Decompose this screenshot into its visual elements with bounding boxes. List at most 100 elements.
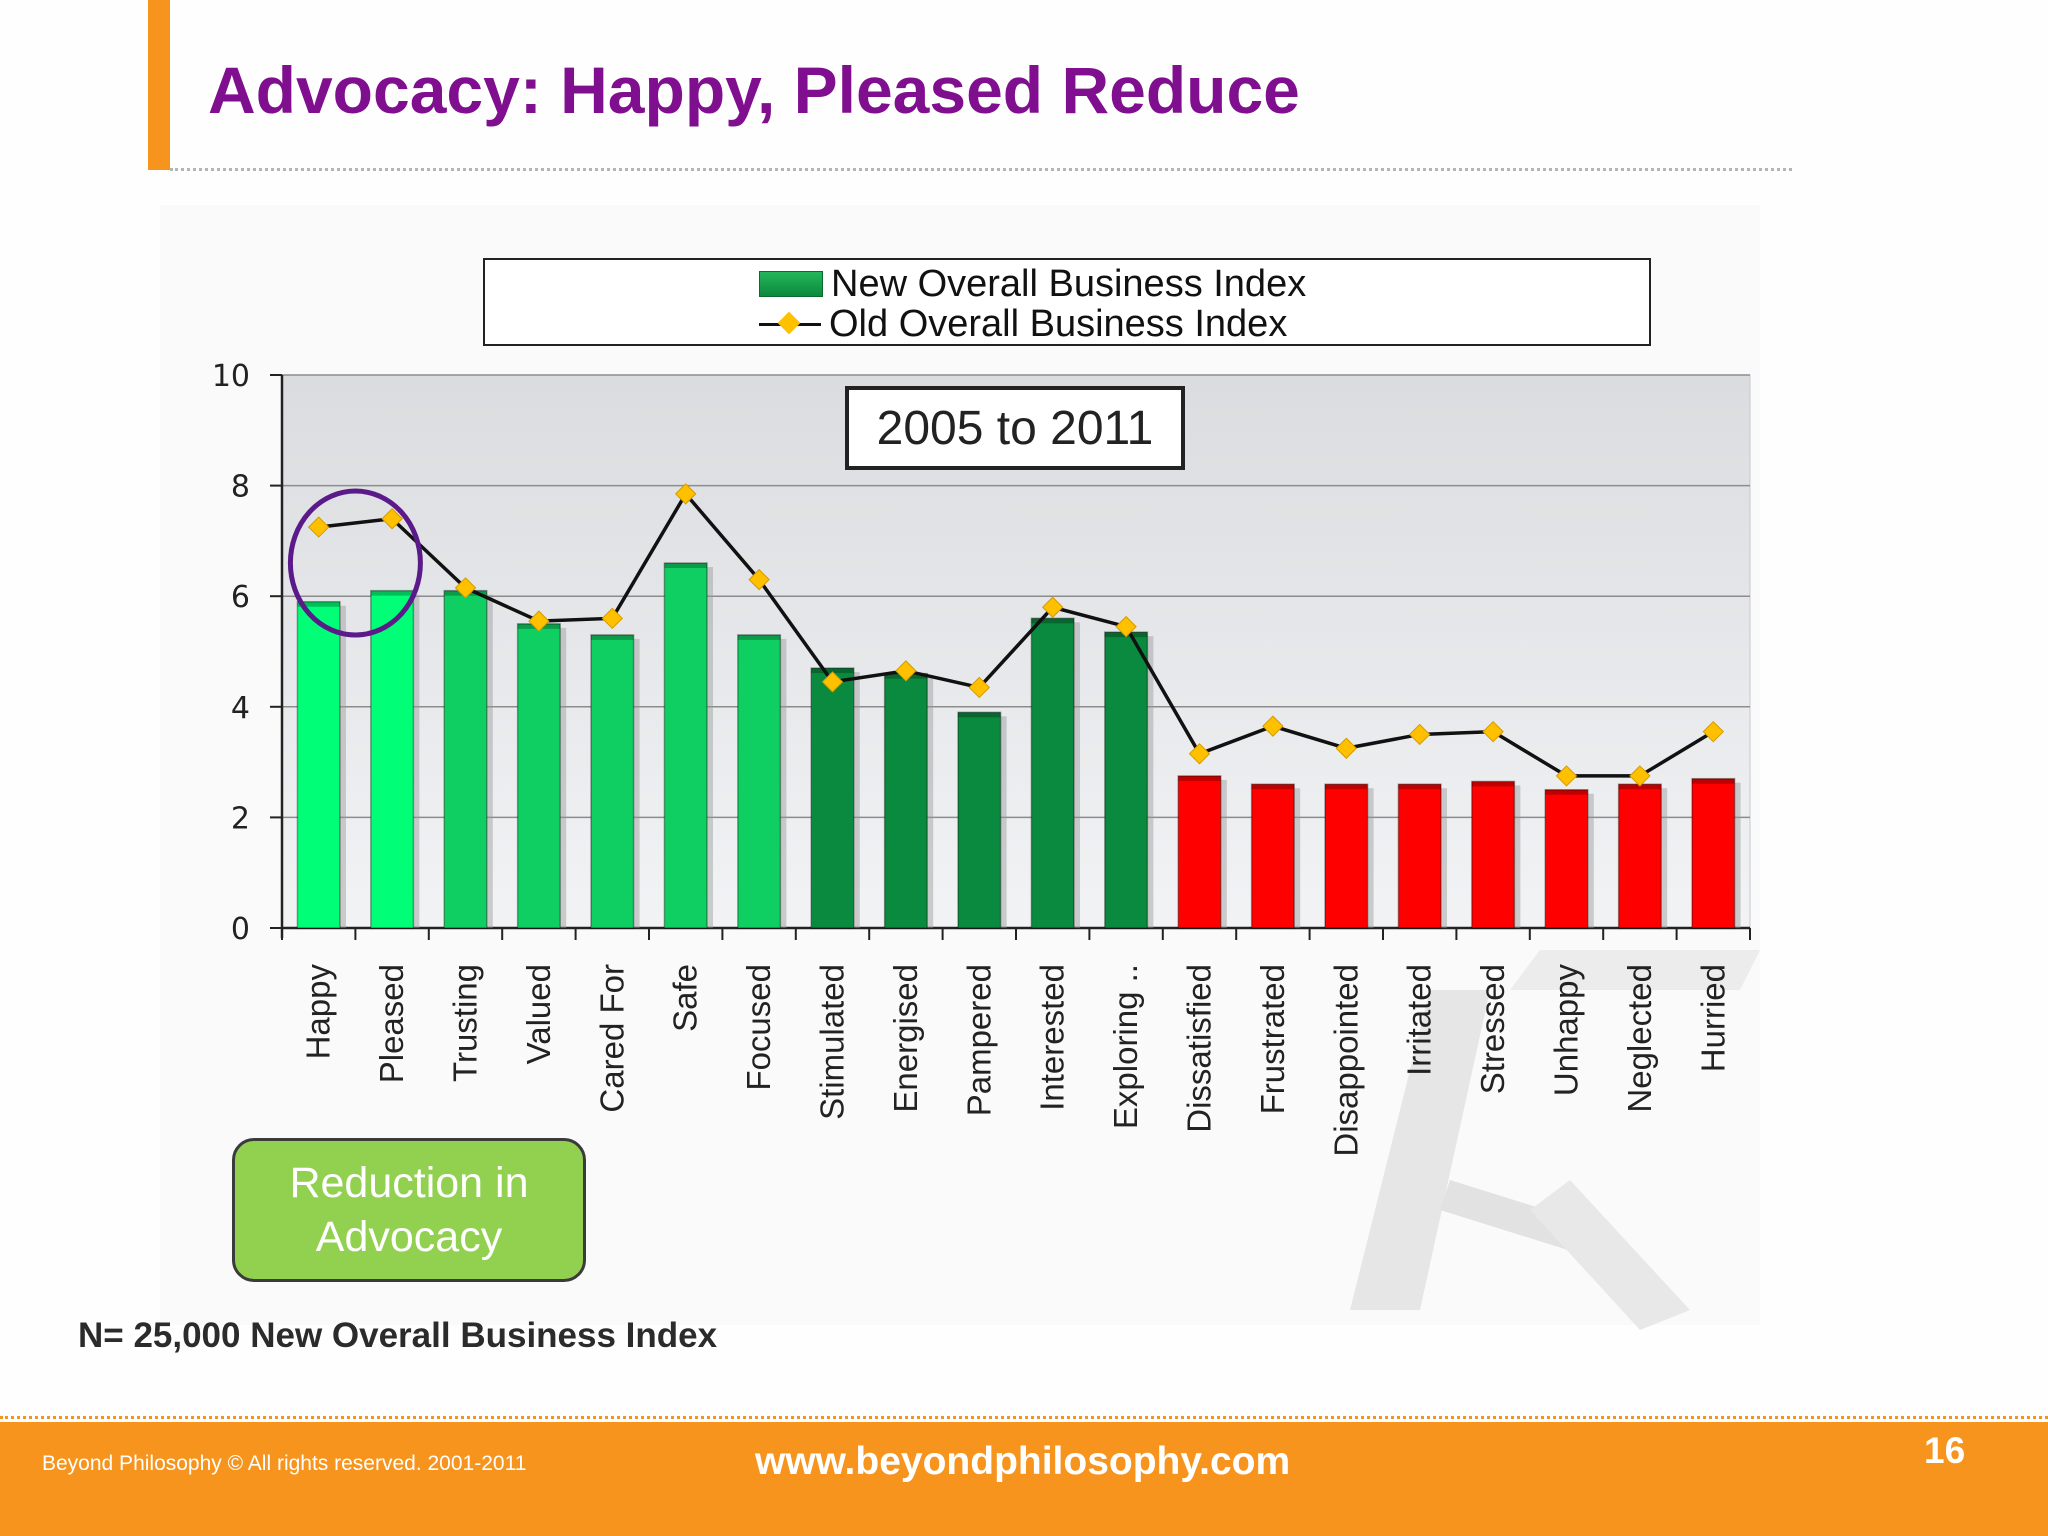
- bar-top-edge: [297, 601, 340, 607]
- legend-item-bar: New Overall Business Index: [759, 262, 1307, 305]
- old-index-marker: [528, 610, 550, 632]
- bar-valued: [516, 623, 561, 929]
- bar-disappointed: [1324, 783, 1369, 929]
- x-tick-label: Safe: [667, 964, 704, 1032]
- bar-unhappy: [1544, 789, 1589, 929]
- bar-top-edge: [1178, 775, 1221, 781]
- bar-top-edge: [811, 668, 854, 674]
- bar-pleased: [370, 589, 415, 929]
- x-tick-label: Disappointed: [1327, 964, 1364, 1157]
- bar-top-edge: [958, 712, 1001, 718]
- old-index-marker: [895, 660, 917, 682]
- x-tick-label: Neglected: [1621, 964, 1658, 1113]
- bar-stressed: [1471, 780, 1516, 929]
- y-tick-label: 0: [231, 912, 250, 947]
- old-index-marker: [748, 568, 770, 591]
- bar-happy: [296, 600, 341, 929]
- bar-neglected: [1617, 783, 1662, 929]
- bar-top-edge: [370, 590, 414, 596]
- footer-copyright: Beyond Philosophy © All rights reserved.…: [42, 1452, 527, 1475]
- callout-text: Reduction in Advocacy: [289, 1159, 529, 1261]
- page-number: 16: [1924, 1430, 1966, 1471]
- bar-trusting: [443, 589, 488, 929]
- bar-cared-for: [590, 634, 635, 929]
- old-index-marker: [968, 676, 991, 699]
- old-index-marker: [307, 516, 330, 538]
- bar-top-edge: [591, 634, 634, 640]
- bar-dissatisfied: [1177, 775, 1222, 929]
- bar-interested: [1030, 617, 1075, 929]
- x-tick-label: Energised: [887, 964, 924, 1113]
- bar-focused: [737, 634, 782, 929]
- x-tick-label: Stressed: [1474, 964, 1511, 1094]
- x-tick-label: Interested: [1034, 964, 1071, 1111]
- footer-divider: [0, 1416, 2048, 1419]
- old-index-marker: [1482, 720, 1504, 743]
- bar-irritated: [1397, 783, 1442, 929]
- old-index-marker: [1115, 615, 1137, 638]
- bar-energised: [883, 672, 928, 929]
- old-index-marker: [1041, 596, 1064, 618]
- x-tick-label: Trusting: [447, 964, 484, 1082]
- old-index-marker: [1262, 715, 1284, 737]
- legend-label-old: Old Overall Business Index: [829, 302, 1288, 345]
- old-index-marker: [1188, 743, 1211, 765]
- x-tick-label: Happy: [300, 964, 337, 1060]
- bar-exploring-: [1104, 631, 1149, 929]
- old-index-marker: [454, 577, 477, 599]
- bar-top-edge: [1031, 618, 1074, 624]
- y-tick-label: 8: [231, 470, 250, 505]
- x-tick-label: Valued: [520, 964, 557, 1064]
- x-tick-label: Focused: [740, 964, 777, 1091]
- x-tick-label: Dissatisfied: [1181, 964, 1218, 1133]
- bar-top-edge: [664, 563, 707, 569]
- old-index-line: [318, 490, 1715, 778]
- old-index-marker: [1408, 723, 1431, 746]
- period-label-box: 2005 to 2011: [845, 386, 1185, 470]
- old-index-marker: [601, 607, 624, 630]
- footer-bar: [0, 1422, 2048, 1536]
- x-tick-label: Unhappy: [1548, 964, 1585, 1097]
- y-tick-label: 4: [231, 691, 250, 726]
- x-tick-label: Stimulated: [814, 964, 851, 1120]
- bar-top-edge: [1471, 781, 1515, 787]
- bar-line-chart: 0 2 4 6 8 10 Happy Pleased Trusting Valued Cared F…: [212, 359, 1751, 1157]
- legend-label-new: New Overall Business Index: [831, 262, 1307, 305]
- bar-top-edge: [1545, 789, 1588, 795]
- highlight-circle: [287, 488, 423, 638]
- x-tick-label: Cared For: [593, 964, 630, 1113]
- bar-top-edge: [1398, 784, 1441, 790]
- bar-frustrated: [1250, 783, 1295, 929]
- bar-hurried: [1691, 777, 1736, 929]
- x-tick-label: Frustrated: [1254, 964, 1291, 1114]
- bar-top-edge: [737, 634, 781, 640]
- legend-item-line: Old Overall Business Index: [759, 302, 1288, 345]
- bar-safe: [663, 562, 708, 929]
- x-tick-label: Hurried: [1694, 964, 1731, 1072]
- y-tick-label: 6: [231, 580, 250, 615]
- title-divider: [170, 168, 1792, 171]
- bar-stimulated: [810, 667, 855, 929]
- y-tick-label: 2: [231, 801, 250, 836]
- logo-watermark-icon: [1350, 950, 1760, 1330]
- chart-legend: New Overall Business Index Old Overall B…: [483, 258, 1651, 346]
- sample-size-note: N= 25,000 New Overall Business Index: [78, 1316, 718, 1355]
- old-index-marker: [1629, 765, 1651, 787]
- reduction-callout: Reduction in Advocacy: [232, 1138, 586, 1282]
- bar-top-edge: [1325, 784, 1368, 790]
- old-index-marker: [1335, 737, 1358, 759]
- old-index-marker: [1702, 720, 1725, 743]
- x-tick-label: Pleased: [373, 964, 410, 1083]
- slide-title: Advocacy: Happy, Pleased Reduce: [208, 53, 1300, 127]
- bar-top-edge: [1618, 784, 1662, 790]
- x-tick-label: Exploring ..: [1107, 964, 1144, 1129]
- legend-line-marker-icon: [759, 312, 821, 336]
- footer-website-link[interactable]: www.beyondphilosophy.com: [755, 1440, 1291, 1483]
- legend-bar-swatch-icon: [759, 271, 823, 297]
- old-index-marker: [821, 671, 844, 693]
- bar-pampered: [957, 711, 1002, 929]
- bar-top-edge: [1692, 778, 1735, 784]
- x-tick-label: Pampered: [960, 964, 997, 1116]
- old-index-marker: [674, 483, 697, 505]
